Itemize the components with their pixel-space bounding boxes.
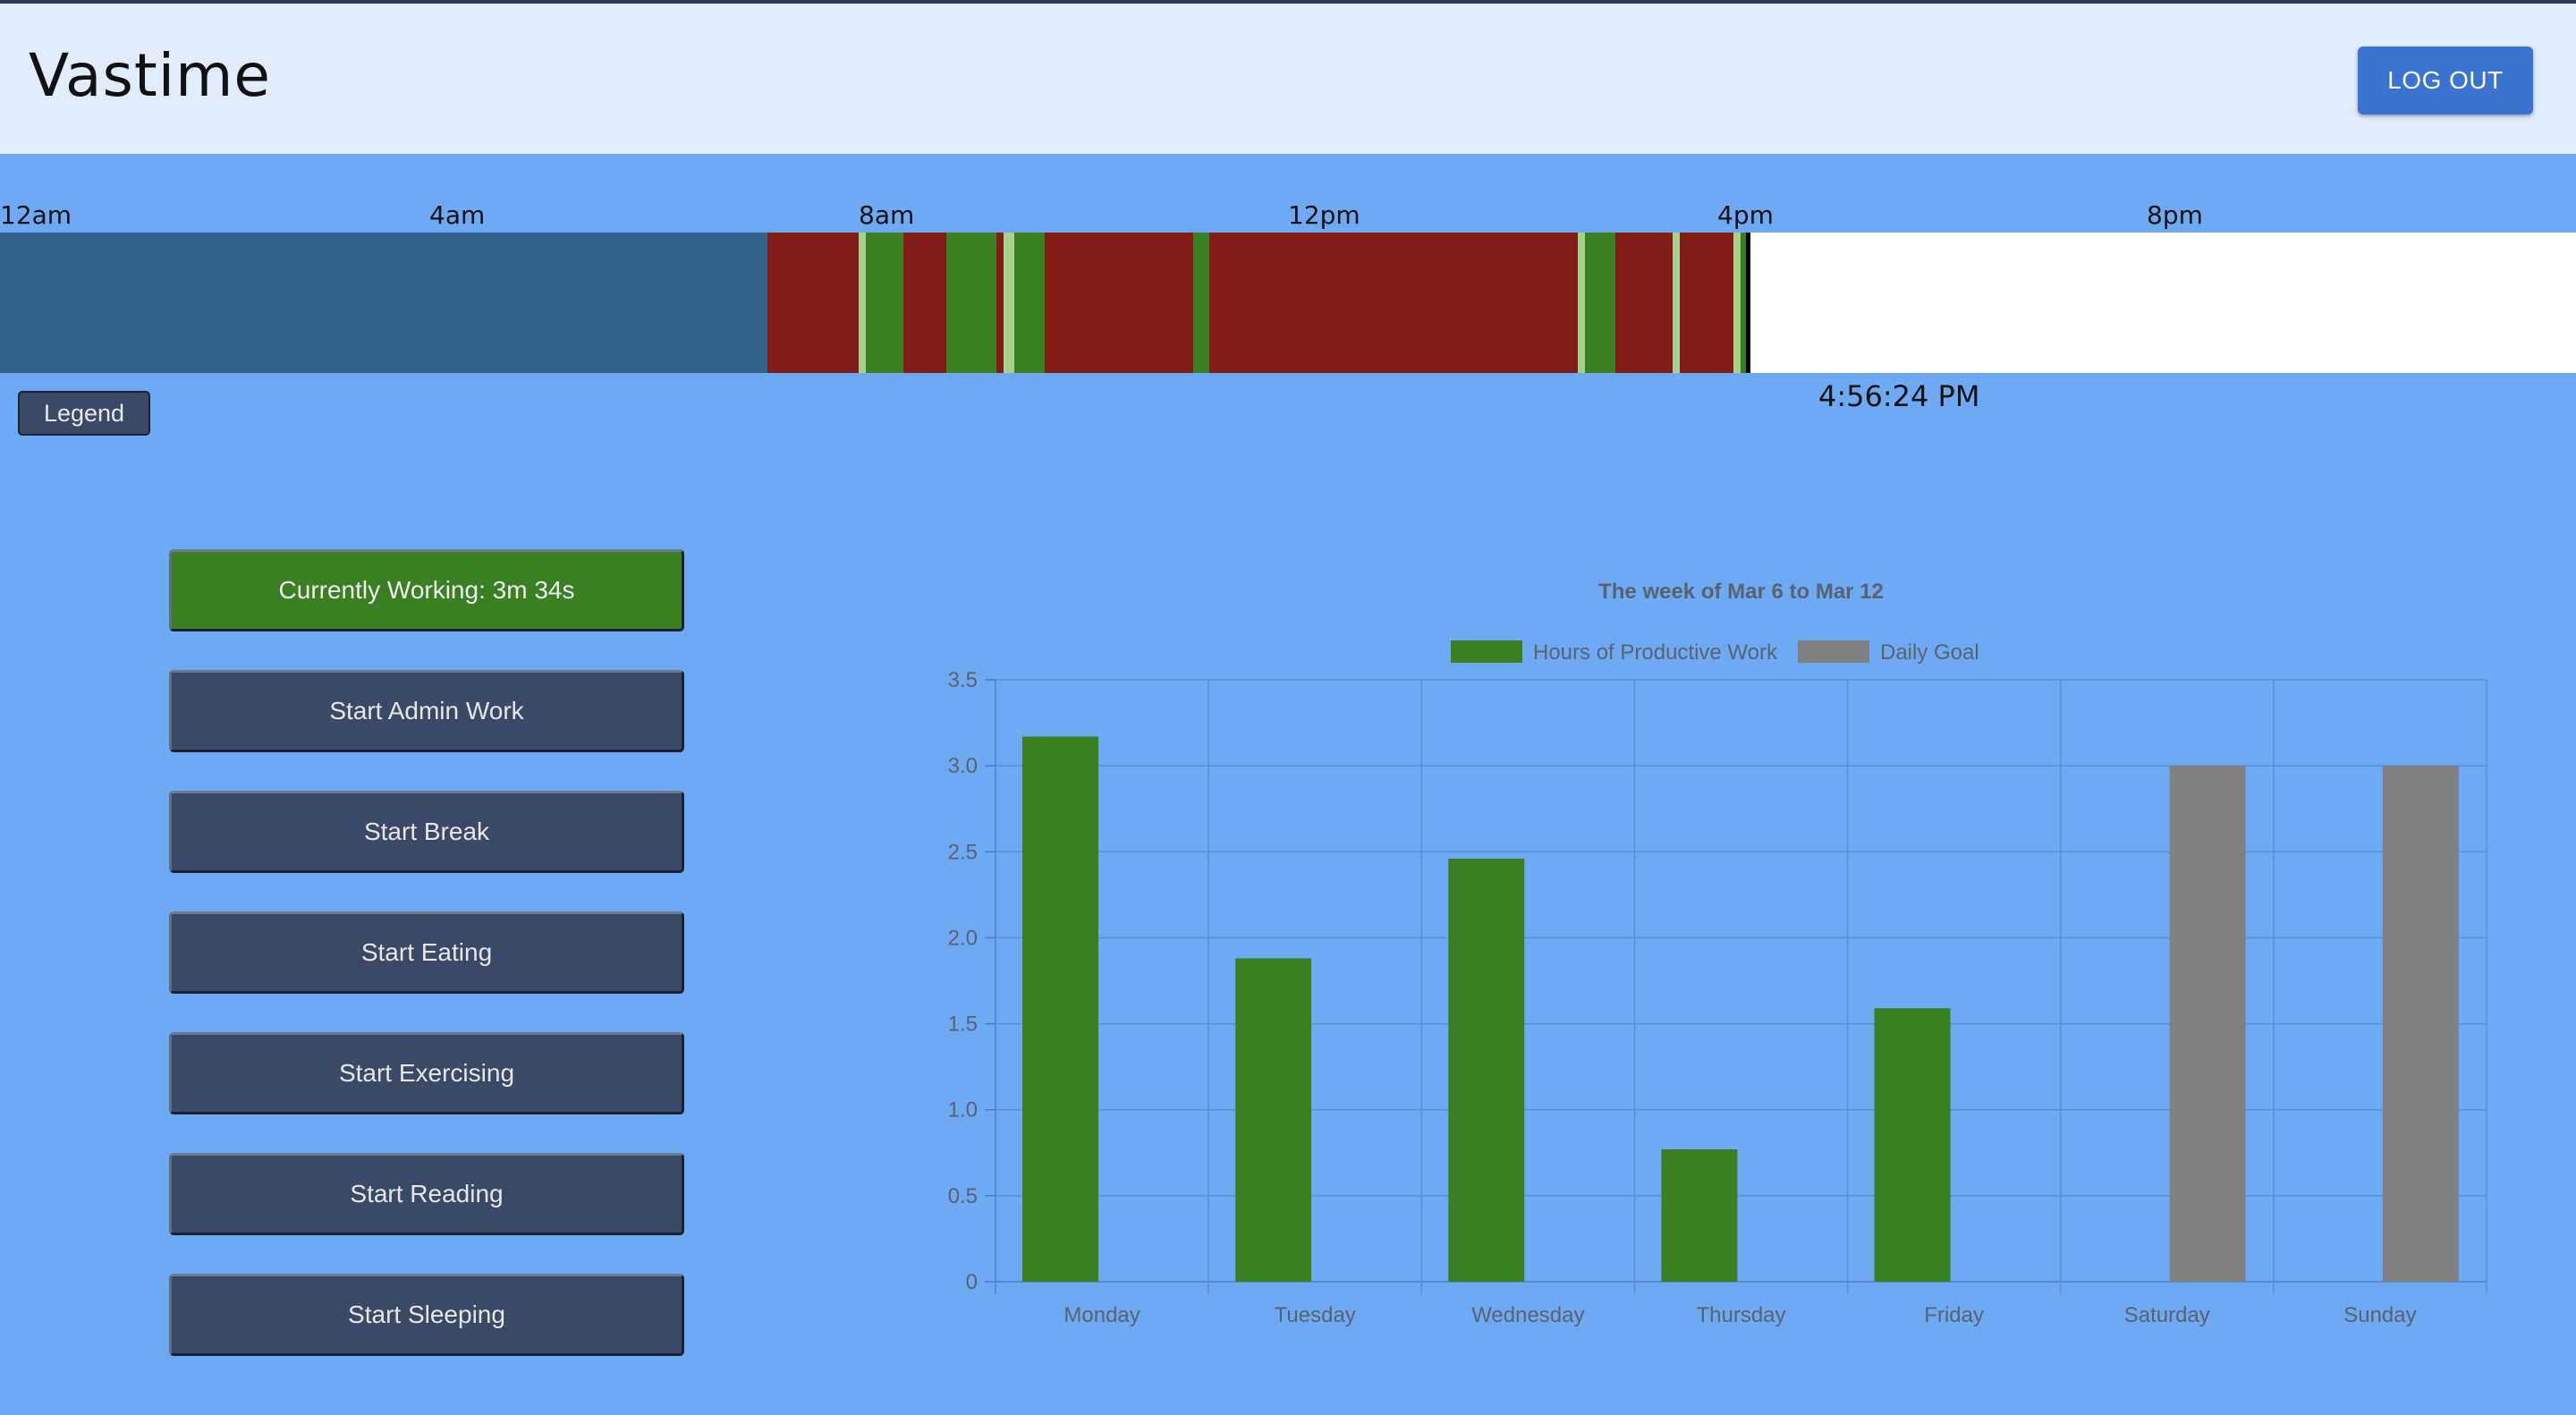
start-activity-button[interactable]: Start Admin Work: [169, 670, 684, 752]
x-tick-label: Friday: [1924, 1303, 1984, 1327]
bar-productive-work: [1448, 858, 1525, 1282]
legend-button[interactable]: Legend: [18, 391, 150, 436]
y-tick-label: 1.5: [948, 1013, 978, 1037]
legend-label: Daily Goal: [1880, 640, 1979, 665]
y-tick-label: 2.5: [948, 840, 978, 864]
timeline-segment-idle: [767, 233, 859, 373]
top-border: [0, 0, 2576, 4]
bar-productive-work: [1661, 1148, 1738, 1282]
day-timeline: [0, 233, 2576, 373]
bar-daily-goal: [2169, 766, 2246, 1282]
timeline-segment-transition: [859, 233, 867, 373]
timeline-segment-working: [1014, 233, 1045, 373]
timeline-segment-idle: [996, 233, 1004, 373]
timeline-segment-idle: [1209, 233, 1578, 373]
x-tick-label: Tuesday: [1275, 1303, 1356, 1327]
y-tick-label: 2.0: [948, 926, 978, 950]
legend-swatch: [1451, 640, 1522, 663]
timeline-segment-transition: [1733, 233, 1741, 373]
start-activity-button[interactable]: Start Reading: [169, 1153, 684, 1235]
y-tick-label: 1.0: [948, 1098, 978, 1123]
bar-productive-work: [1022, 736, 1098, 1282]
timeline-segment-sleeping: [0, 233, 767, 373]
timeline-hour-label: 12pm: [1288, 200, 1360, 230]
current-activity-button[interactable]: Currently Working: 3m 34s: [169, 549, 684, 631]
x-tick-label: Saturday: [2124, 1303, 2210, 1327]
x-tick-label: Sunday: [2343, 1303, 2416, 1327]
timeline-segment-working: [1741, 233, 1747, 373]
app-title: Vastime: [29, 41, 271, 110]
start-activity-button[interactable]: Start Sleeping: [169, 1274, 684, 1356]
timeline-segment-working: [1193, 233, 1210, 373]
chart-title: The week of Mar 6 to Mar 12: [1598, 580, 1884, 604]
timeline-segment-idle: [1044, 233, 1194, 373]
timeline-segment-transition: [1004, 233, 1014, 373]
y-tick-label: 3.0: [948, 754, 978, 778]
timeline-segment-idle: [1680, 233, 1733, 373]
current-time: 4:56:24 PM: [1818, 379, 1980, 413]
timeline-segment-working: [946, 233, 996, 373]
logout-button[interactable]: LOG OUT: [2358, 47, 2533, 114]
start-activity-button[interactable]: Start Exercising: [169, 1032, 684, 1114]
start-activity-button[interactable]: Start Eating: [169, 911, 684, 994]
timeline-segment-working: [866, 233, 904, 373]
timeline-hour-label: 12am: [0, 200, 72, 230]
timeline-segment-working: [1585, 233, 1615, 373]
x-tick-label: Wednesday: [1471, 1303, 1584, 1327]
start-activity-button[interactable]: Start Break: [169, 791, 684, 873]
legend-swatch: [1798, 640, 1869, 663]
x-tick-label: Monday: [1063, 1303, 1140, 1327]
timeline-segment-idle: [903, 233, 947, 373]
bar-productive-work: [1235, 958, 1312, 1282]
current-time-marker: [1746, 233, 1751, 373]
timeline-hour-label: 8am: [859, 200, 915, 230]
timeline-hour-label: 4pm: [1717, 200, 1774, 230]
timeline-hour-label: 4am: [429, 200, 486, 230]
x-tick-label: Thursday: [1696, 1303, 1785, 1327]
timeline-segment-idle: [1615, 233, 1673, 373]
timeline-hour-label: 8pm: [2147, 200, 2203, 230]
y-tick-label: 0: [966, 1270, 978, 1294]
y-tick-label: 0.5: [948, 1184, 978, 1208]
bar-daily-goal: [2382, 766, 2459, 1282]
app-header: Vastime LOG OUT: [0, 4, 2576, 154]
timeline-segment-transition: [1672, 233, 1680, 373]
timeline-segment-transition: [1578, 233, 1586, 373]
legend-label: Hours of Productive Work: [1533, 640, 1778, 665]
bar-productive-work: [1874, 1008, 1951, 1282]
y-tick-label: 3.5: [948, 668, 978, 692]
